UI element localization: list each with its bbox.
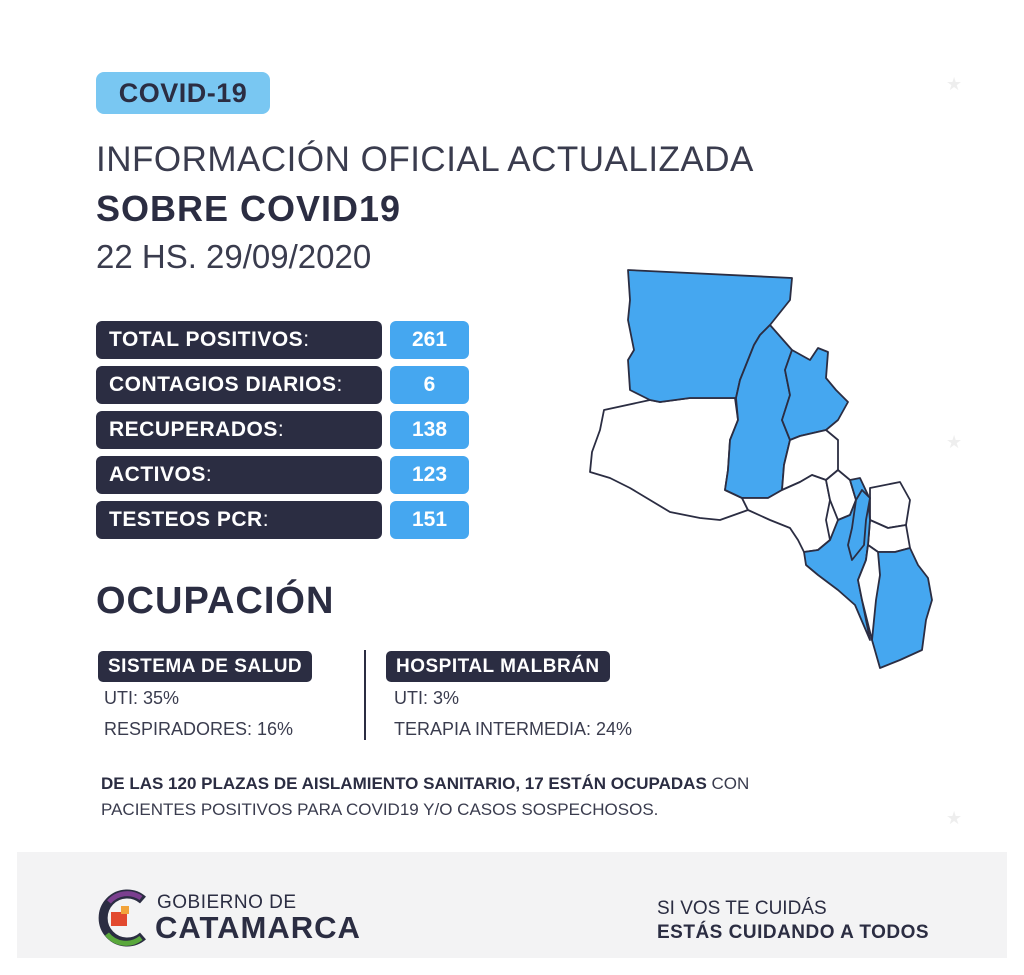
stat-row: ACTIVOS: 123 — [96, 456, 471, 494]
stat-value: 123 — [390, 456, 469, 494]
sistema-uti: UTI: 35% — [104, 688, 180, 708]
stat-value: 138 — [390, 411, 469, 449]
catamarca-logo-icon — [98, 889, 146, 947]
slogan-top: SI VOS TE CUIDÁS — [657, 898, 827, 919]
note-rest2: PACIENTES POSITIVOS PARA COVID19 Y/O CAS… — [101, 800, 659, 819]
vertical-divider — [364, 650, 366, 740]
gov-bottom: CATAMARCA — [155, 910, 361, 945]
stat-label: TOTAL POSITIVOS: — [96, 321, 382, 359]
stat-label: RECUPERADOS: — [96, 411, 382, 449]
stat-row: TOTAL POSITIVOS: 261 — [96, 321, 471, 359]
stat-value: 6 — [390, 366, 469, 404]
star-icon: ★ — [946, 808, 963, 828]
stat-row: CONTAGIOS DIARIOS: 6 — [96, 366, 471, 404]
stat-row: RECUPERADOS: 138 — [96, 411, 471, 449]
ocupacion-title: OCUPACIÓN — [96, 580, 335, 622]
covid-badge: COVID-19 — [96, 72, 270, 114]
heading-line1: INFORMACIÓN OFICIAL ACTUALIZADA — [96, 140, 754, 179]
hospital-uti: UTI: 3% — [394, 688, 460, 708]
sistema-label: SISTEMA DE SALUD — [98, 651, 313, 682]
star-icon: ★ — [946, 74, 963, 94]
hospital-label: HOSPITAL MALBRÁN — [386, 651, 610, 682]
star-icon: ★ — [946, 432, 963, 452]
sistema-respiradores: RESPIRADORES: 16% — [104, 719, 294, 739]
note-rest1: CON — [706, 774, 750, 793]
stat-value: 261 — [390, 321, 469, 359]
gov-top: GOBIERNO DE — [157, 892, 297, 913]
stat-label: ACTIVOS: — [96, 456, 382, 494]
note-bold: DE LAS 120 PLAZAS DE AISLAMIENTO SANITAR… — [101, 774, 707, 793]
stat-label: TESTEOS PCR: — [96, 501, 382, 539]
aislamiento-note: DE LAS 120 PLAZAS DE AISLAMIENTO SANITAR… — [101, 771, 881, 823]
footer: GOBIERNO DE CATAMARCA SI VOS TE CUIDÁS E… — [17, 852, 1007, 958]
stat-value: 151 — [390, 501, 469, 539]
stat-label: CONTAGIOS DIARIOS: — [96, 366, 382, 404]
heading-line2: SOBRE COVID19 — [96, 188, 402, 229]
heading-date: 22 HS. 29/09/2020 — [96, 238, 372, 275]
stat-row: TESTEOS PCR: 151 — [96, 501, 471, 539]
hospital-terapia: TERAPIA INTERMEDIA: 24% — [394, 719, 633, 739]
slogan-bottom: ESTÁS CUIDANDO A TODOS — [657, 922, 930, 943]
stats-table: TOTAL POSITIVOS: 261 CONTAGIOS DIARIOS: … — [96, 321, 471, 546]
map-of-catamarca-icon — [589, 269, 933, 669]
